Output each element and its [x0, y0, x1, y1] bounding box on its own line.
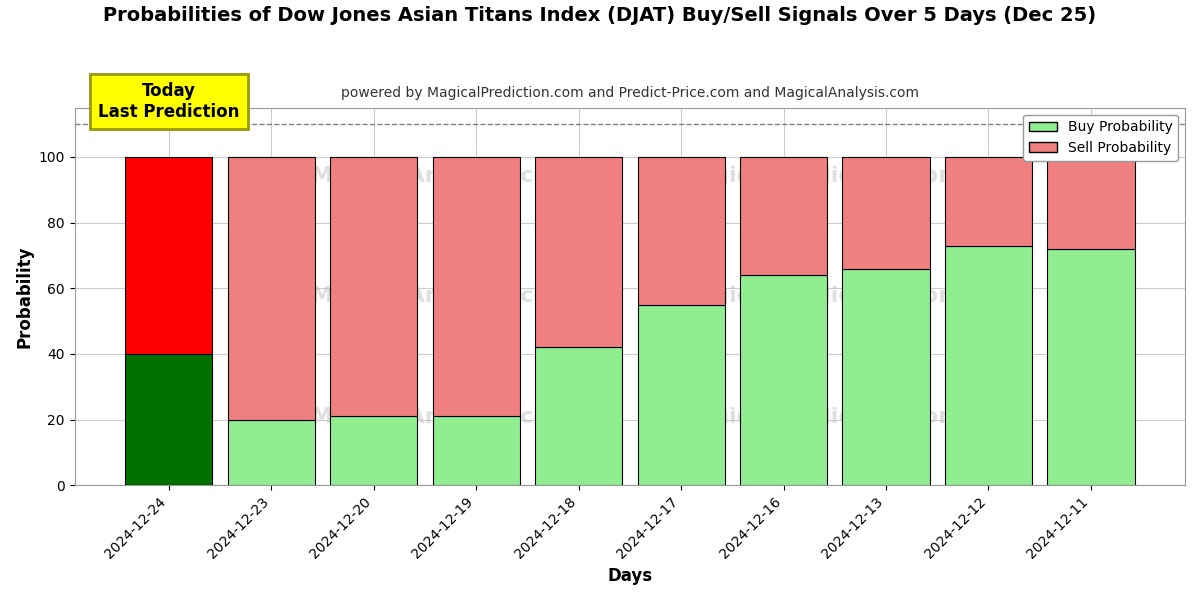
Bar [125, 157, 212, 354]
Legend: Buy Probability, Sell Probability: Buy Probability, Sell Probability [1024, 115, 1178, 161]
Text: MagicalPrediction.com: MagicalPrediction.com [676, 407, 961, 427]
Bar [535, 347, 622, 485]
Text: MagicalAnalysis.com: MagicalAnalysis.com [311, 166, 571, 185]
Title: powered by MagicalPrediction.com and Predict-Price.com and MagicalAnalysis.com: powered by MagicalPrediction.com and Pre… [341, 86, 919, 100]
Bar [228, 157, 314, 419]
Bar [740, 275, 827, 485]
Bar [1048, 157, 1134, 249]
Bar [330, 416, 418, 485]
Bar [535, 157, 622, 347]
Bar [1048, 249, 1134, 485]
Text: MagicalAnalysis.com: MagicalAnalysis.com [311, 407, 571, 427]
Bar [740, 157, 827, 275]
Text: Probabilities of Dow Jones Asian Titans Index (DJAT) Buy/Sell Signals Over 5 Day: Probabilities of Dow Jones Asian Titans … [103, 6, 1097, 25]
Bar [944, 157, 1032, 245]
Bar [944, 245, 1032, 485]
Bar [432, 157, 520, 416]
X-axis label: Days: Days [607, 567, 653, 585]
Text: Today
Last Prediction: Today Last Prediction [98, 82, 239, 121]
Text: MagicalPrediction.com: MagicalPrediction.com [676, 286, 961, 307]
Bar [842, 269, 930, 485]
Bar [637, 305, 725, 485]
Bar [330, 157, 418, 416]
Text: MagicalPrediction.com: MagicalPrediction.com [676, 166, 961, 185]
Bar [228, 419, 314, 485]
Bar [842, 157, 930, 269]
Y-axis label: Probability: Probability [16, 245, 34, 347]
Bar [637, 157, 725, 305]
Bar [125, 354, 212, 485]
Bar [432, 416, 520, 485]
Text: MagicalAnalysis.com: MagicalAnalysis.com [311, 286, 571, 307]
